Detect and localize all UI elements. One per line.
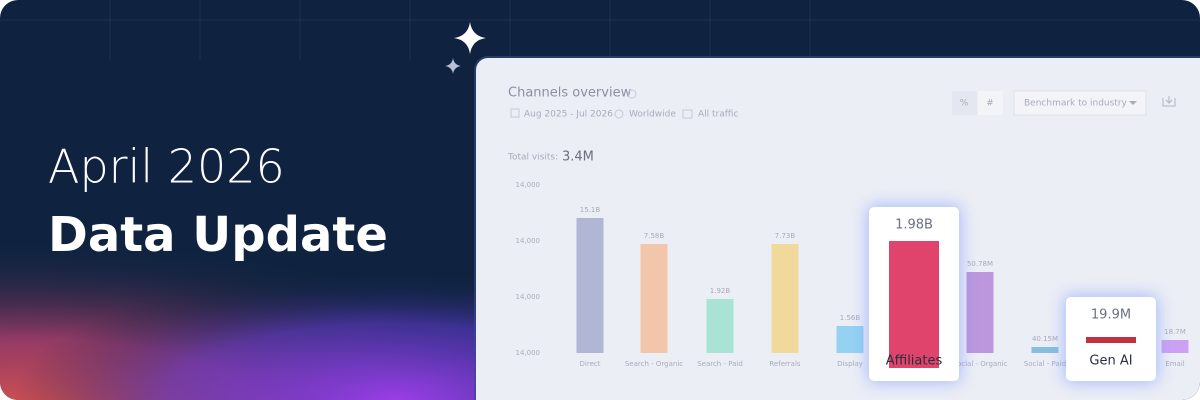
sparkle <box>445 58 461 74</box>
bar <box>1086 337 1136 343</box>
calendar-icon <box>510 108 520 118</box>
filter-traffic[interactable]: All traffic <box>698 110 738 120</box>
y-axis-label: 14,000 <box>516 349 541 357</box>
dropdown[interactable] <box>1013 90 1147 116</box>
bar-category-label: Direct <box>580 360 601 368</box>
banner-title-line1: April 2026 <box>48 140 285 194</box>
total-label: Total visits: <box>507 153 558 163</box>
bar <box>640 244 668 353</box>
banner-title-line2: Data Update <box>48 207 388 263</box>
y-axis-label: 14,000 <box>516 181 541 189</box>
bar-value-label: 50.78M <box>967 260 993 268</box>
y-axis-label: 14,000 <box>516 293 541 301</box>
bar-category-label: Search - Organic <box>625 360 683 368</box>
info-icon <box>627 89 637 99</box>
bar <box>836 326 864 353</box>
dropdown-arrow <box>1129 101 1137 105</box>
bar-category-label: Social - Paid <box>1024 360 1066 368</box>
card-category-label: Affiliates <box>886 354 943 369</box>
bar-value-label: 40.15M <box>1032 335 1058 343</box>
filter-date[interactable]: Aug 2025 - Jul 2026 <box>524 110 613 120</box>
card-value-label: 19.9M <box>1091 308 1131 323</box>
toggle-button[interactable] <box>978 91 1003 115</box>
bar-value-label: 15.1B <box>580 206 601 214</box>
toggle-label: # <box>986 99 994 109</box>
bar-value-label: 7.73B <box>775 232 796 240</box>
dropdown-label: Benchmark to industry <box>1024 99 1128 109</box>
bar-value-label: 18.7M <box>1164 328 1186 336</box>
bar-category-label: Email <box>1165 360 1184 368</box>
bar-category-label: Social - Organic <box>953 360 1008 368</box>
total-value: 3.4M <box>562 150 594 165</box>
bar-category-label: Display <box>837 360 863 368</box>
bar-value-label: 1.56B <box>840 314 861 322</box>
bar-value-label: 7.58B <box>644 232 665 240</box>
filter-region[interactable]: Worldwide <box>629 110 676 120</box>
bar-category-label: Referrals <box>769 360 800 368</box>
sparkle <box>454 22 486 54</box>
bar <box>576 218 604 353</box>
y-axis-label: 14,000 <box>516 237 541 245</box>
bar <box>966 272 994 353</box>
toggle-label: % <box>960 99 969 109</box>
panel-title: Channels overview <box>508 86 632 101</box>
bar <box>1031 347 1059 353</box>
card-value-label: 1.98B <box>895 218 933 233</box>
bar <box>771 244 799 353</box>
bar <box>1161 340 1189 353</box>
download-icon[interactable] <box>1162 96 1176 107</box>
globe-icon <box>614 109 624 119</box>
traffic-icon <box>682 109 693 119</box>
card-category-label: Gen AI <box>1089 354 1132 369</box>
bar-value-label: 1.92B <box>710 287 731 295</box>
bar-category-label: Search - Paid <box>697 360 743 368</box>
bar <box>889 241 939 368</box>
bar <box>706 299 734 353</box>
toggle-button[interactable] <box>952 91 977 115</box>
